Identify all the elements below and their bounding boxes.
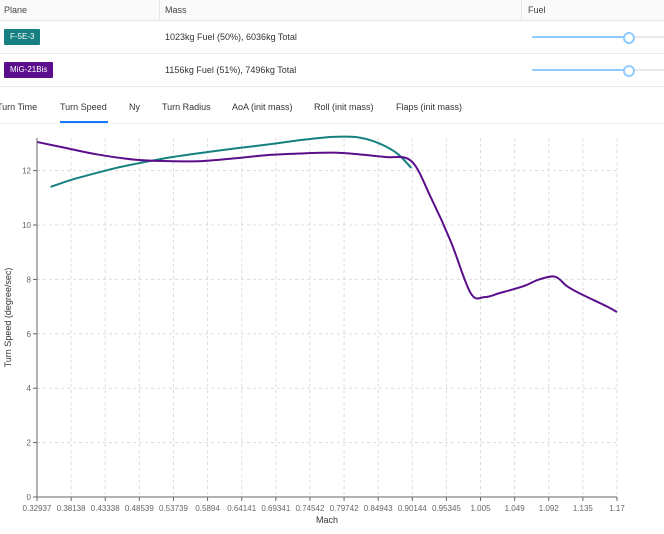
column-divider — [159, 0, 160, 20]
tab-roll[interactable]: Roll (init mass) — [314, 102, 374, 112]
tab-turn-radius[interactable]: Turn Radius — [162, 102, 211, 112]
x-tick-label: 0.84943 — [364, 504, 393, 513]
x-tick-label: 1.092 — [539, 504, 560, 513]
x-tick-label: 0.43338 — [91, 504, 120, 513]
plane-badge[interactable]: MiG-21Bis — [4, 62, 54, 78]
x-tick-label: 0.38138 — [57, 504, 86, 513]
y-tick-label: 0 — [27, 493, 32, 502]
x-tick-label: 0.95345 — [432, 504, 461, 513]
y-tick-label: 6 — [27, 330, 32, 339]
table-row: F-5E-3 1023kg Fuel (50%), 6036kg Total — [0, 21, 664, 54]
slider-handle[interactable] — [623, 32, 636, 44]
y-tick-label: 2 — [27, 439, 32, 448]
x-tick-label: 0.32937 — [23, 504, 52, 513]
x-tick-label: 1.005 — [471, 504, 492, 513]
header-plane: Plane — [4, 5, 28, 15]
x-tick-label: 0.5894 — [195, 504, 220, 513]
x-tick-label: 0.69341 — [261, 504, 290, 513]
x-tick-label: 0.53739 — [159, 504, 188, 513]
y-tick-label: 12 — [22, 167, 31, 176]
active-tab-indicator — [60, 121, 108, 123]
x-tick-label: 0.64141 — [227, 504, 256, 513]
y-tick-label: 8 — [27, 275, 32, 284]
series-line-1 — [37, 141, 618, 313]
chart-tabs: Turn Time Turn Speed Ny Turn Radius AoA … — [0, 95, 664, 124]
x-tick-label: 1.135 — [573, 504, 594, 513]
table-row: MiG-21Bis 1156kg Fuel (51%), 7496kg Tota… — [0, 54, 664, 87]
table-header: Plane Mass Fuel — [0, 0, 664, 21]
x-tick-label: 0.74542 — [295, 504, 324, 513]
x-tick-label: 1.17 — [609, 504, 625, 513]
x-tick-label: 1.049 — [505, 504, 526, 513]
y-tick-label: 4 — [27, 384, 32, 393]
planes-table: Plane Mass Fuel F-5E-3 1023kg Fuel (50%)… — [0, 0, 664, 87]
series-line-0 — [50, 135, 413, 188]
x-tick-label: 0.90144 — [398, 504, 427, 513]
slider-handle[interactable] — [623, 65, 636, 77]
turn-speed-chart: 0 2 4 6 8 10 12 0.32937 0.38138 0.43338 0.48539 0.5… — [3, 135, 625, 525]
x-axis-label: Mach — [316, 515, 338, 525]
x-tick-label: 0.48539 — [125, 504, 154, 513]
x-tick-label: 0.79742 — [330, 504, 359, 513]
tab-ny[interactable]: Ny — [129, 102, 140, 112]
tab-turn-speed[interactable]: Turn Speed — [60, 102, 107, 112]
y-axis-label: Turn Speed (degree/sec) — [3, 268, 13, 368]
fuel-slider[interactable] — [532, 64, 664, 77]
tab-aoa[interactable]: AoA (init mass) — [232, 102, 293, 112]
column-divider — [521, 0, 522, 20]
fuel-slider[interactable] — [532, 31, 664, 44]
header-fuel: Fuel — [528, 5, 546, 15]
mass-cell: 1023kg Fuel (50%), 6036kg Total — [165, 32, 297, 42]
tab-turn-time[interactable]: Turn Time — [0, 102, 38, 112]
tab-flaps[interactable]: Flaps (init mass) — [396, 102, 463, 112]
plane-badge[interactable]: F-5E-3 — [4, 29, 41, 45]
y-tick-label: 10 — [22, 221, 31, 230]
mass-cell: 1156kg Fuel (51%), 7496kg Total — [165, 65, 297, 75]
header-mass: Mass — [165, 5, 187, 15]
